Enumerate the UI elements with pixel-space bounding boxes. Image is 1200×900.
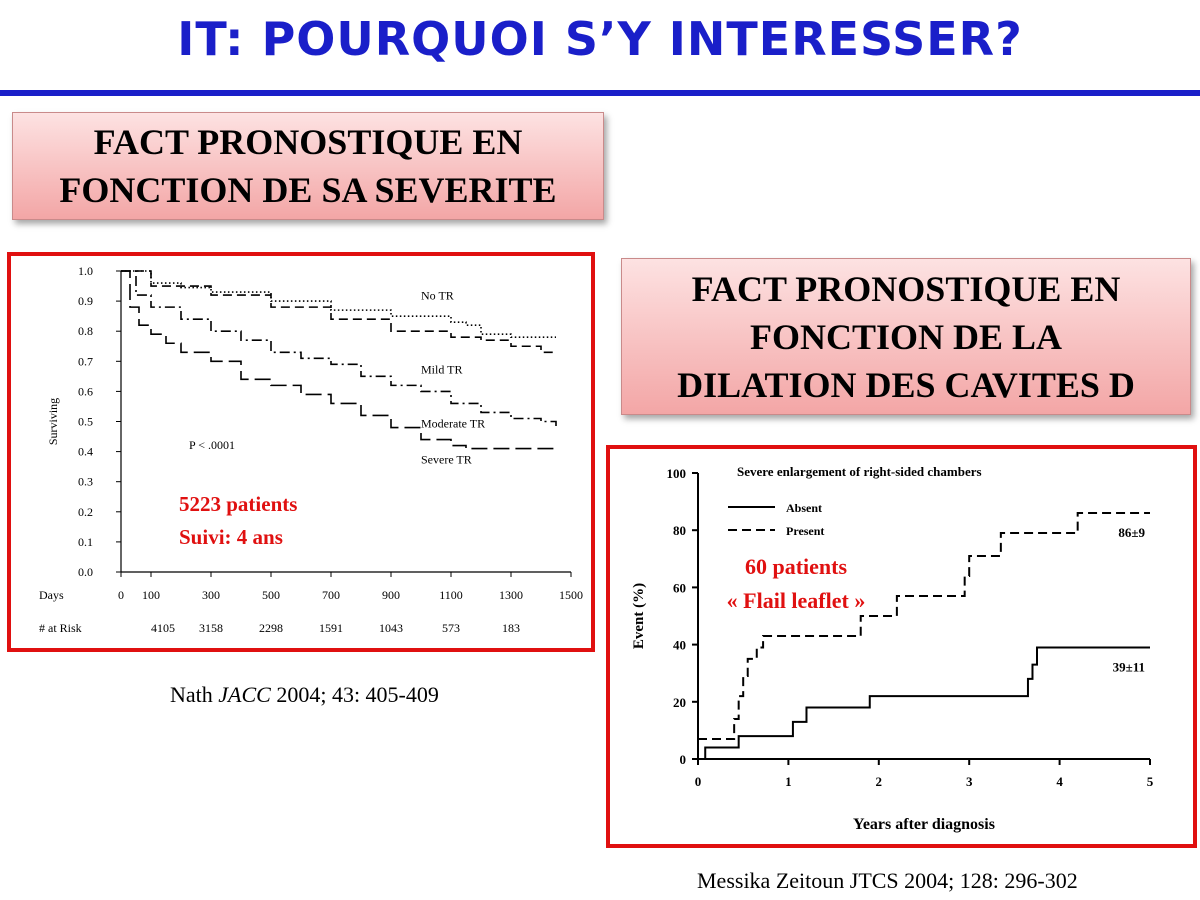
y-tick-label: 20 <box>673 695 686 710</box>
flail-leaflet-label: « Flail leaflet » <box>727 588 866 613</box>
event-chart-frame: 0 20 40 60 80 100 0 1 2 3 4 5 Severe enlargement of … <box>606 445 1197 848</box>
x-tick-label: 2 <box>876 774 883 789</box>
slide-title: IT: POURQUOI S’Y INTERESSER? <box>177 12 1023 66</box>
series-label: Severe TR <box>421 453 472 467</box>
y-tick-label: 0.9 <box>78 294 93 308</box>
y-tick-label: 0.7 <box>78 354 93 368</box>
citation-messika: Messika Zeitoun JTCS 2004; 128: 296-302 <box>697 868 1078 893</box>
legend-label: Absent <box>786 501 822 515</box>
y-tick-label: 0.3 <box>78 475 93 489</box>
x-tick-label: 900 <box>382 588 400 602</box>
x-tick-label: 0 <box>695 774 702 789</box>
end-value-label: 86±9 <box>1118 525 1145 540</box>
at-risk-value: 573 <box>442 621 460 635</box>
event-curve <box>698 646 1150 760</box>
at-risk-label: # at Risk <box>39 621 82 635</box>
survival-curve <box>121 270 556 450</box>
event-chart: 0 20 40 60 80 100 0 1 2 3 4 5 Severe enlargement of … <box>631 464 1154 833</box>
x-tick-label: 1300 <box>499 588 523 602</box>
box1-line1: FACT PRONOSTIQUE EN <box>93 122 523 162</box>
at-risk-value: 3158 <box>199 621 223 635</box>
y-tick-label: 0.5 <box>78 415 93 429</box>
box2-line1: FACT PRONOSTIQUE EN <box>691 268 1121 309</box>
y-tick-label: 0.2 <box>78 505 93 519</box>
at-risk-value: 1591 <box>319 621 343 635</box>
event-curve <box>698 512 1150 740</box>
x-tick-label: 500 <box>262 588 280 602</box>
y-tick-label: 0.1 <box>78 535 93 549</box>
y-tick-label: 40 <box>673 638 686 653</box>
at-risk-value: 1043 <box>379 621 403 635</box>
chart-title: Severe enlargement of right-sided chambe… <box>737 464 982 479</box>
x-tick-label: 0 <box>118 588 124 602</box>
p-value-annotation: P < .0001 <box>189 438 235 452</box>
citation-nath-journal: JACC <box>218 682 271 707</box>
y-tick-label: 100 <box>667 466 687 481</box>
survival-curve <box>121 270 556 339</box>
x-axis-label: Days <box>39 588 64 602</box>
prognostic-dilation-box: FACT PRONOSTIQUE EN FONCTION DE LA DILAT… <box>621 258 1191 415</box>
follow-up-label: Suivi: 4 ans <box>179 525 283 549</box>
patient-count-label: 60 patients <box>745 554 848 579</box>
box2-line3: DILATION DES CAVITES D <box>677 364 1135 405</box>
x-tick-label: 4 <box>1056 774 1063 789</box>
box1-line2: FONCTION DE SA SEVERITE <box>59 170 557 210</box>
survival-curve <box>121 270 557 428</box>
prognostic-severity-box: FACT PRONOSTIQUE EN FONCTION DE SA SEVER… <box>12 112 604 220</box>
x-tick-label: 5 <box>1147 774 1154 789</box>
y-tick-label: 1.0 <box>78 264 93 278</box>
title-underline <box>0 90 1200 96</box>
survival-chart: 0.0 0.1 0.2 0.3 0.4 0.5 0.6 0.7 0.8 0.9 1.0 0 100 300… <box>39 264 583 635</box>
survival-chart-frame: 0.0 0.1 0.2 0.3 0.4 0.5 0.6 0.7 0.8 0.9 1.0 0 100 300… <box>7 252 595 652</box>
y-tick-label: 0 <box>680 752 687 767</box>
x-tick-label: 300 <box>202 588 220 602</box>
x-tick-label: 1500 <box>559 588 583 602</box>
citation-nath: Nath JACC 2004; 43: 405-409 <box>170 682 439 708</box>
patient-count-label: 5223 patients <box>179 492 297 516</box>
y-axis-label: Surviving <box>46 398 60 445</box>
series-label: Moderate TR <box>421 417 485 431</box>
end-value-label: 39±11 <box>1113 659 1145 674</box>
y-tick-label: 0.8 <box>78 324 93 338</box>
x-tick-label: 3 <box>966 774 973 789</box>
at-risk-value: 2298 <box>259 621 283 635</box>
y-tick-label: 80 <box>673 523 686 538</box>
y-axis-label: Event (%) <box>631 583 647 649</box>
x-tick-label: 700 <box>322 588 340 602</box>
x-tick-label: 1 <box>785 774 792 789</box>
y-tick-label: 0.0 <box>78 565 93 579</box>
citation-nath-author: Nath <box>170 682 219 707</box>
series-label: Mild TR <box>421 362 462 376</box>
at-risk-value: 183 <box>502 621 520 635</box>
x-tick-label: 100 <box>142 588 160 602</box>
citation-nath-rest: 2004; 43: 405-409 <box>270 682 439 707</box>
x-tick-label: 1100 <box>439 588 463 602</box>
y-tick-label: 0.4 <box>78 445 93 459</box>
y-tick-label: 0.6 <box>78 384 93 398</box>
y-tick-label: 60 <box>673 580 686 595</box>
legend-label: Present <box>786 524 824 538</box>
at-risk-value: 4105 <box>151 621 175 635</box>
series-label: No TR <box>421 289 454 303</box>
box2-line2: FONCTION DE LA <box>749 316 1063 357</box>
survival-curve <box>121 270 556 354</box>
x-axis-label: Years after diagnosis <box>853 816 995 833</box>
